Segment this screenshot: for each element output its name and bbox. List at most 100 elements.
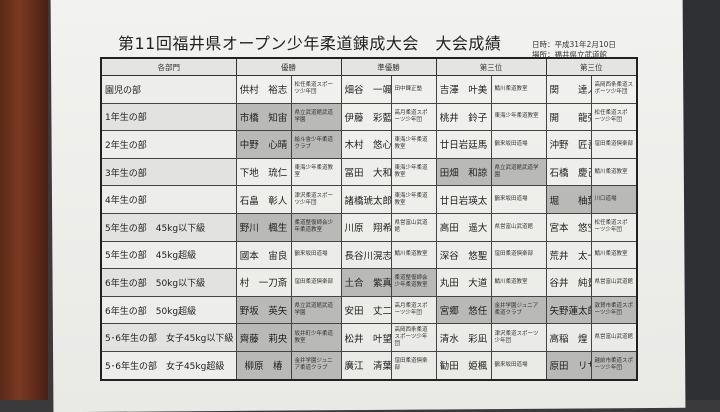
winner-club: 鶴来坂田道場 <box>290 240 342 270</box>
winner-club: 金井学園ジュニア柔道クラブ <box>290 350 342 381</box>
winner-name: 柳原 椿 <box>235 350 292 381</box>
runner-up-club: 田中錬正塾 <box>390 75 437 104</box>
winner-club: 松任柔道スポーツ少年団 <box>290 75 342 104</box>
runner-up-name: 伊藤 彩藍 <box>340 102 392 132</box>
third-2-name: 石橋 慶己 <box>545 157 592 187</box>
winner-club: 柔道整復師会少年柔道教室 <box>290 212 342 242</box>
runner-up-club: 高月柔道スポーツ少年団 <box>390 102 437 132</box>
third-2-club: 窪田柔道倶楽部 <box>590 130 638 159</box>
category-cell: 4年生の部 <box>100 185 237 214</box>
third-1-name: 清水 彩凪 <box>435 323 492 352</box>
third-1-club: 鶴来坂田道場 <box>490 185 547 214</box>
results-table: 各部門 優勝 準優勝 第三位 第三位 園児の部 供村 裕志 松任柔道スポーツ少年団畑… <box>100 57 638 381</box>
runner-up-club: 東海少年柔道教室 <box>390 185 437 214</box>
header-winner: 優勝 <box>235 57 342 76</box>
third-2-name: 高稲 煌 <box>545 323 592 352</box>
third-2-club: 川口道場 <box>590 185 638 214</box>
winner-club: 県立武道館武道学園 <box>290 102 342 132</box>
category-cell: 5年生の部 45kg以下級 <box>100 212 237 242</box>
third-1-name: 廿日岩瑛太 <box>435 185 492 214</box>
category-cell: 5･6年生の部 女子45kg以下級 <box>100 323 237 352</box>
third-1-name: 勧田 姫楓 <box>435 350 492 381</box>
runner-up-name: 木村 悠心 <box>340 130 392 159</box>
runner-up-name: 安田 丈二 <box>340 295 392 325</box>
header-runner-up: 準優勝 <box>340 57 437 76</box>
third-1-club: 鶴来坂田道場 <box>490 130 547 159</box>
winner-name: 野坂 英矢 <box>235 295 292 325</box>
runner-up-club: 鯖川柔道教室 <box>390 240 437 270</box>
header-third-1: 第三位 <box>435 57 547 76</box>
third-1-name: 宮郷 悠任 <box>435 295 492 325</box>
third-1-name: 田畑 和諒 <box>435 157 492 187</box>
category-cell: 5年生の部 45kg超級 <box>100 240 237 270</box>
winner-name: 供村 裕志 <box>235 75 292 104</box>
third-2-name: 荒井 太一 <box>545 240 592 270</box>
third-2-name: 関 達人 <box>545 75 592 104</box>
winner-name: 村 一刀斎 <box>235 268 292 297</box>
third-1-club: 鯖川柔道教室 <box>490 75 547 104</box>
winner-name: 石畠 彰人 <box>235 185 292 214</box>
category-cell: 6年生の部 50kg以下級 <box>100 268 237 297</box>
table-row: 6年生の部 50kg超級 野坂 英矢 県立武道館武道学園 安田 丈二 高月柔道スポーツ少… <box>100 295 638 325</box>
winner-club: 絵斗會少年柔道クラブ <box>290 130 342 159</box>
header-third-2: 第三位 <box>545 57 638 76</box>
third-2-name: 宮本 悠空 <box>545 212 592 242</box>
runner-up-name: 諸橋琥太郎 <box>340 185 392 214</box>
category-cell: 2年生の部 <box>100 130 237 159</box>
third-2-club: 越前市柔道スポーツ少年団 <box>590 350 638 381</box>
third-1-club: 金井学園ジュニア柔道クラブ <box>490 295 547 325</box>
winner-name: 國本 宙良 <box>235 240 292 270</box>
winner-club: 東海少年柔道教室 <box>290 157 342 187</box>
third-1-name: 桃井 鈴子 <box>435 102 492 132</box>
runner-up-name: 長谷川滉志郎 <box>340 240 392 270</box>
third-1-club: 県営富山武道館 <box>490 212 547 242</box>
table-row: 5･6年生の部 女子45kg超級 柳原 椿金井学園ジュニア柔道クラブ 廣江 清葉 窪田… <box>100 350 638 381</box>
third-1-name: 丸田 大道 <box>435 268 492 297</box>
runner-up-club: 東海少年柔道教室 <box>390 130 437 159</box>
runner-up-name: 川原 翔希 <box>340 212 392 242</box>
category-cell: 5･6年生の部 女子45kg超級 <box>100 350 237 381</box>
runner-up-club: 高月柔道スポーツ少年団 <box>390 295 437 325</box>
third-1-name: 吉澤 叶美 <box>435 75 492 104</box>
category-cell: 1年生の部 <box>100 102 237 132</box>
runner-up-club: 高岡西条柔道スポーツ少年団 <box>390 323 437 352</box>
runner-up-club: 東海少年柔道教室 <box>390 157 437 187</box>
third-1-club: 津沢柔道スポーツ少年団 <box>490 323 547 352</box>
third-1-club: 鯖川柔道教室 <box>490 268 547 297</box>
runner-up-name: 廣江 清葉 <box>340 350 392 381</box>
third-2-club: 鯖川柔道教室 <box>590 240 638 270</box>
third-2-club: 松任柔道スポーツ少年団 <box>590 102 638 132</box>
runner-up-name: 土合 紫真 <box>340 268 392 297</box>
category-cell: 園児の部 <box>100 75 237 104</box>
runner-up-club: 県営富山武道館 <box>390 212 437 242</box>
winner-club: 窪田柔道倶楽部 <box>290 268 342 297</box>
category-cell: 3年生の部 <box>100 157 237 187</box>
third-2-club: 敦賀市柔道スポーツ少年団 <box>590 295 638 325</box>
event-meta: 日時：平成31年2月10日 場所：福井県立武道館 <box>532 40 616 60</box>
third-2-club: 松任柔道スポーツ少年団 <box>590 212 638 242</box>
table-row: 5年生の部 45kg以下級 野川 楓生 柔道整復師会少年柔道教室 川原 翔希 県営富山武… <box>100 212 638 242</box>
winner-name: 齊藤 莉央 <box>235 323 292 352</box>
event-venue: 場所：福井県立武道館 <box>532 50 607 59</box>
winner-club: 坂井町少年柔道教室 <box>290 323 342 352</box>
third-2-name: 堀 柚葉 <box>545 185 592 214</box>
third-2-name: 原田 リサ <box>545 350 592 381</box>
third-2-name: 矢野蓮太郎 <box>545 295 592 325</box>
table-row: 2年生の部 中野 心晴 絵斗會少年柔道クラブ 木村 悠心 東海少年柔道教室 廿日岩廷馬 鶴来… <box>100 130 638 159</box>
winner-name: 野川 楓生 <box>235 212 292 242</box>
third-1-club: 県立武道館武道学園 <box>490 157 547 187</box>
third-2-club: 鯖川柔道教室 <box>590 157 638 187</box>
winner-name: 中野 心晴 <box>235 130 292 159</box>
table-row: 6年生の部 50kg以下級村 一刀斎 窪田柔道倶楽部 土合 紫真 柔道整復師会少年柔道… <box>100 268 638 297</box>
third-1-club: 鶴来坂田道場 <box>490 350 547 381</box>
winner-club: 県立武道館武道学園 <box>290 295 342 325</box>
table-row: 1年生の部 市橋 知宙 県立武道館武道学園 伊藤 彩藍 高月柔道スポーツ少年団 桃井 鈴子… <box>100 102 638 132</box>
runner-up-club: 窪田柔道倶楽部 <box>390 350 437 381</box>
winner-club: 津沢柔道スポーツ少年団 <box>290 185 342 214</box>
document-title: 第11回福井県オープン少年柔道錬成大会 大会成績 <box>118 34 502 53</box>
category-cell: 6年生の部 50kg超級 <box>100 295 237 325</box>
runner-up-name: 冨田 大和 <box>340 157 392 187</box>
table-row: 園児の部 供村 裕志 松任柔道スポーツ少年団 畑谷 一颯 田中錬正塾 吉澤 叶美 鯖川柔道教… <box>100 75 638 104</box>
third-2-club: 県営富山武道館 <box>590 268 638 297</box>
